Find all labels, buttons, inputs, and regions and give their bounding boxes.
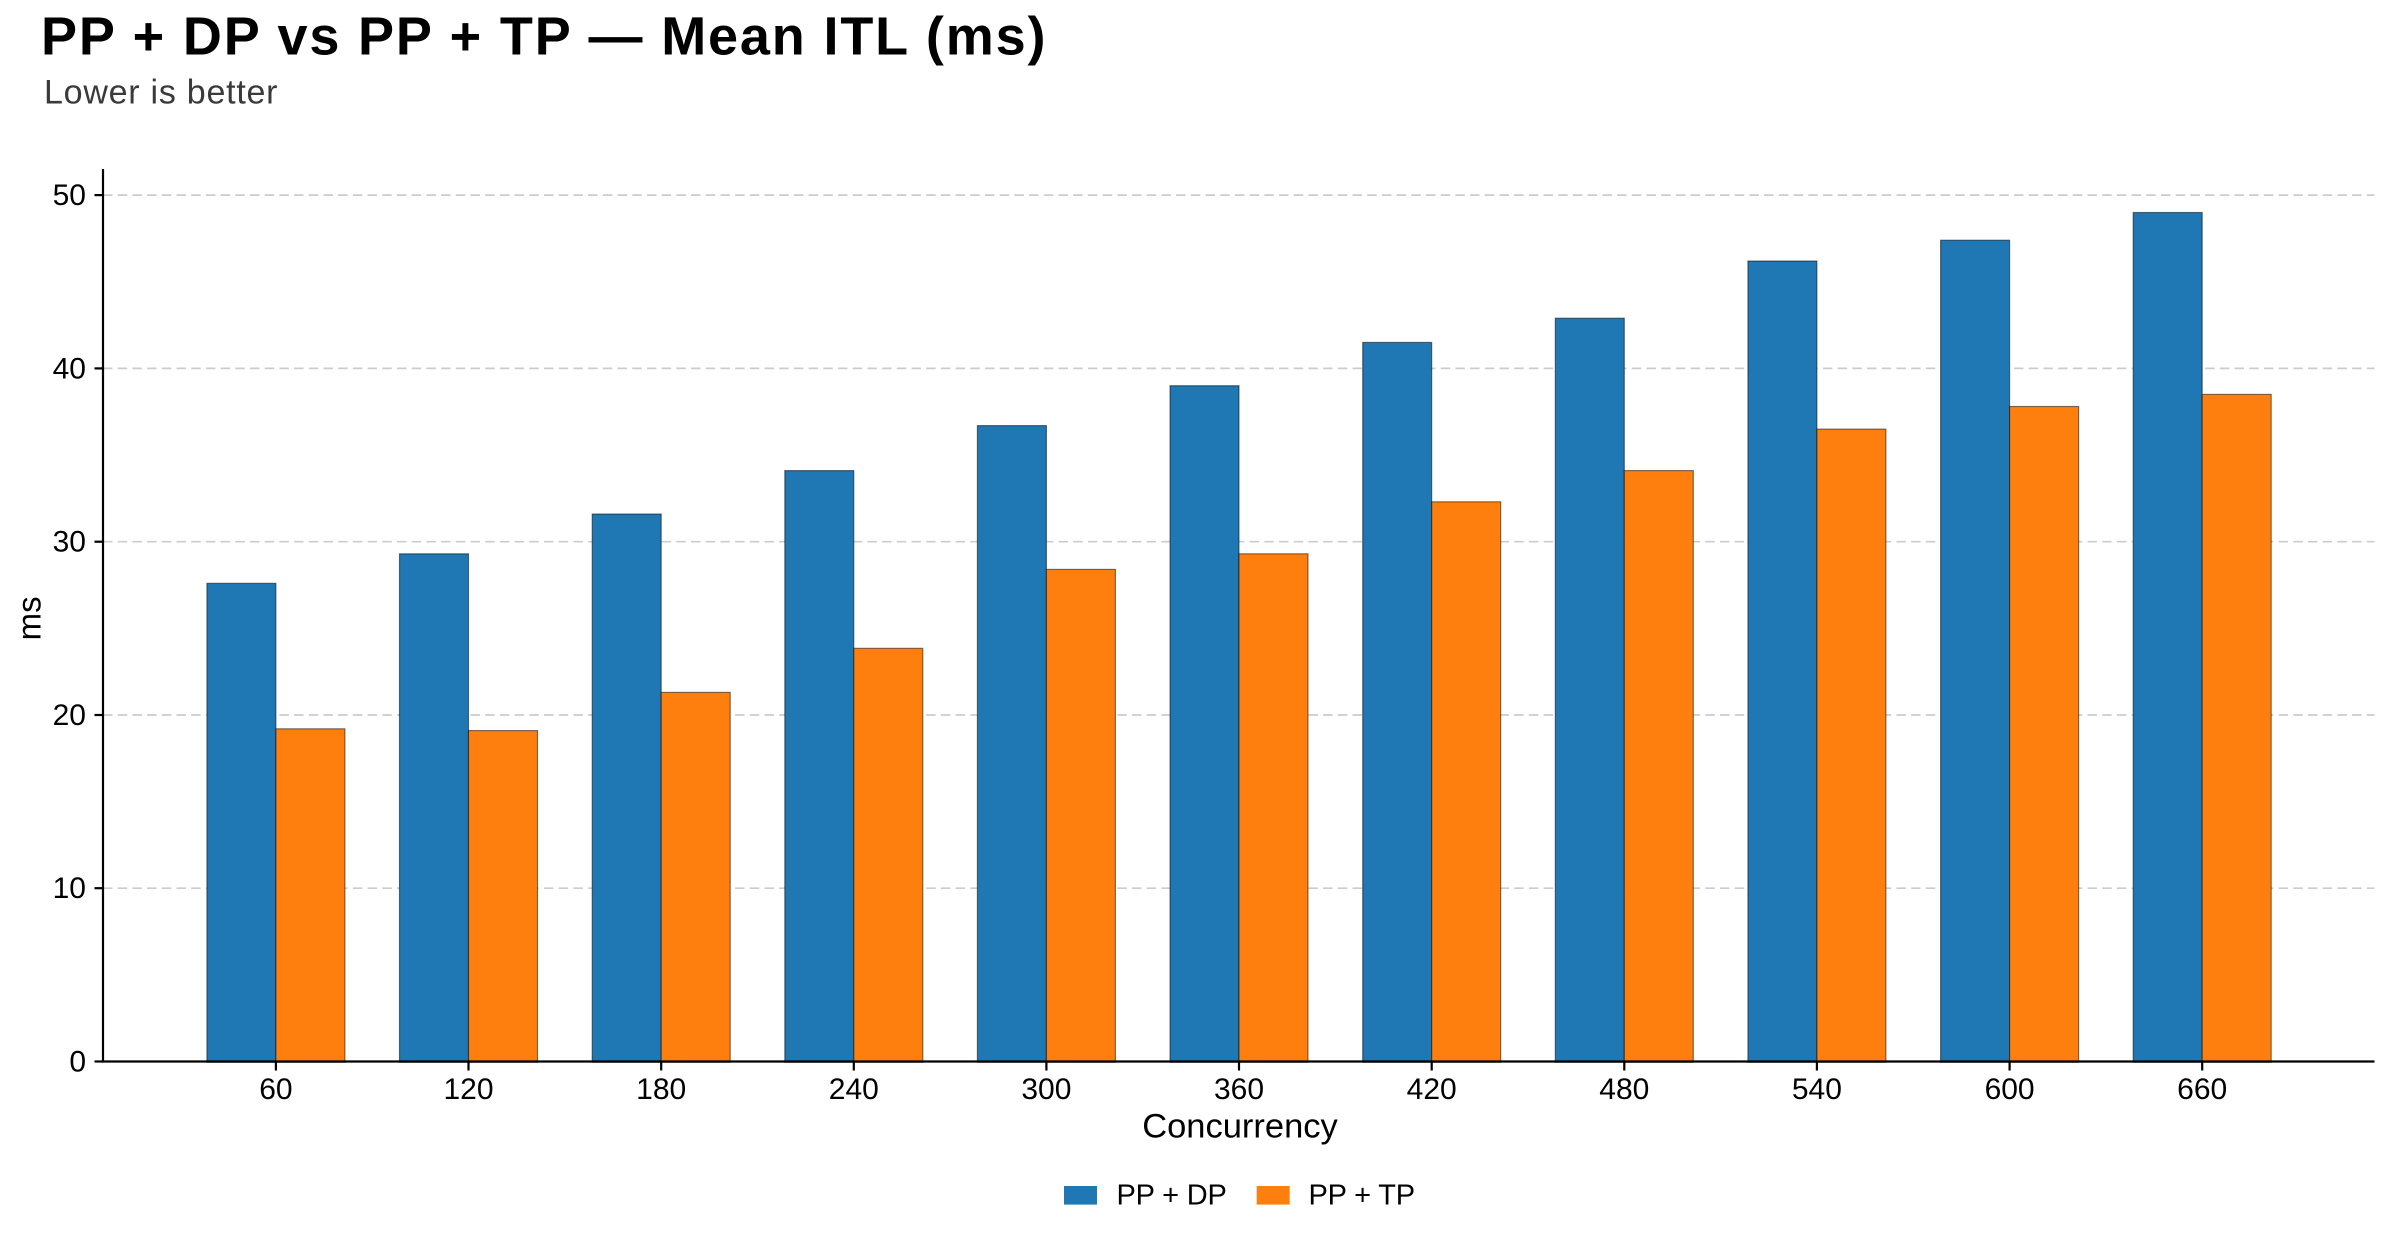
svg-text:540: 540 bbox=[1792, 1073, 1842, 1106]
svg-text:600: 600 bbox=[1985, 1073, 2035, 1106]
svg-text:420: 420 bbox=[1407, 1073, 1457, 1106]
svg-text:0: 0 bbox=[69, 1046, 86, 1079]
svg-text:PP + DP: PP + DP bbox=[1117, 1180, 1227, 1212]
svg-text:660: 660 bbox=[2177, 1073, 2227, 1106]
svg-text:ms: ms bbox=[11, 596, 48, 640]
svg-text:120: 120 bbox=[443, 1073, 493, 1106]
svg-text:Concurrency: Concurrency bbox=[1142, 1108, 1338, 1146]
svg-text:PP + DP vs PP + TP — Mean ITL: PP + DP vs PP + TP — Mean ITL (ms) bbox=[41, 6, 1047, 66]
svg-text:240: 240 bbox=[829, 1073, 879, 1106]
svg-text:Lower is better: Lower is better bbox=[44, 74, 278, 112]
svg-text:480: 480 bbox=[1599, 1073, 1649, 1106]
svg-text:60: 60 bbox=[259, 1073, 292, 1106]
svg-text:10: 10 bbox=[53, 872, 86, 905]
svg-text:PP + TP: PP + TP bbox=[1309, 1180, 1415, 1212]
svg-text:40: 40 bbox=[53, 352, 86, 385]
svg-text:360: 360 bbox=[1214, 1073, 1264, 1106]
svg-text:180: 180 bbox=[636, 1073, 686, 1106]
svg-text:50: 50 bbox=[53, 179, 86, 212]
svg-text:20: 20 bbox=[53, 699, 86, 732]
svg-text:300: 300 bbox=[1021, 1073, 1071, 1106]
svg-text:30: 30 bbox=[53, 526, 86, 559]
